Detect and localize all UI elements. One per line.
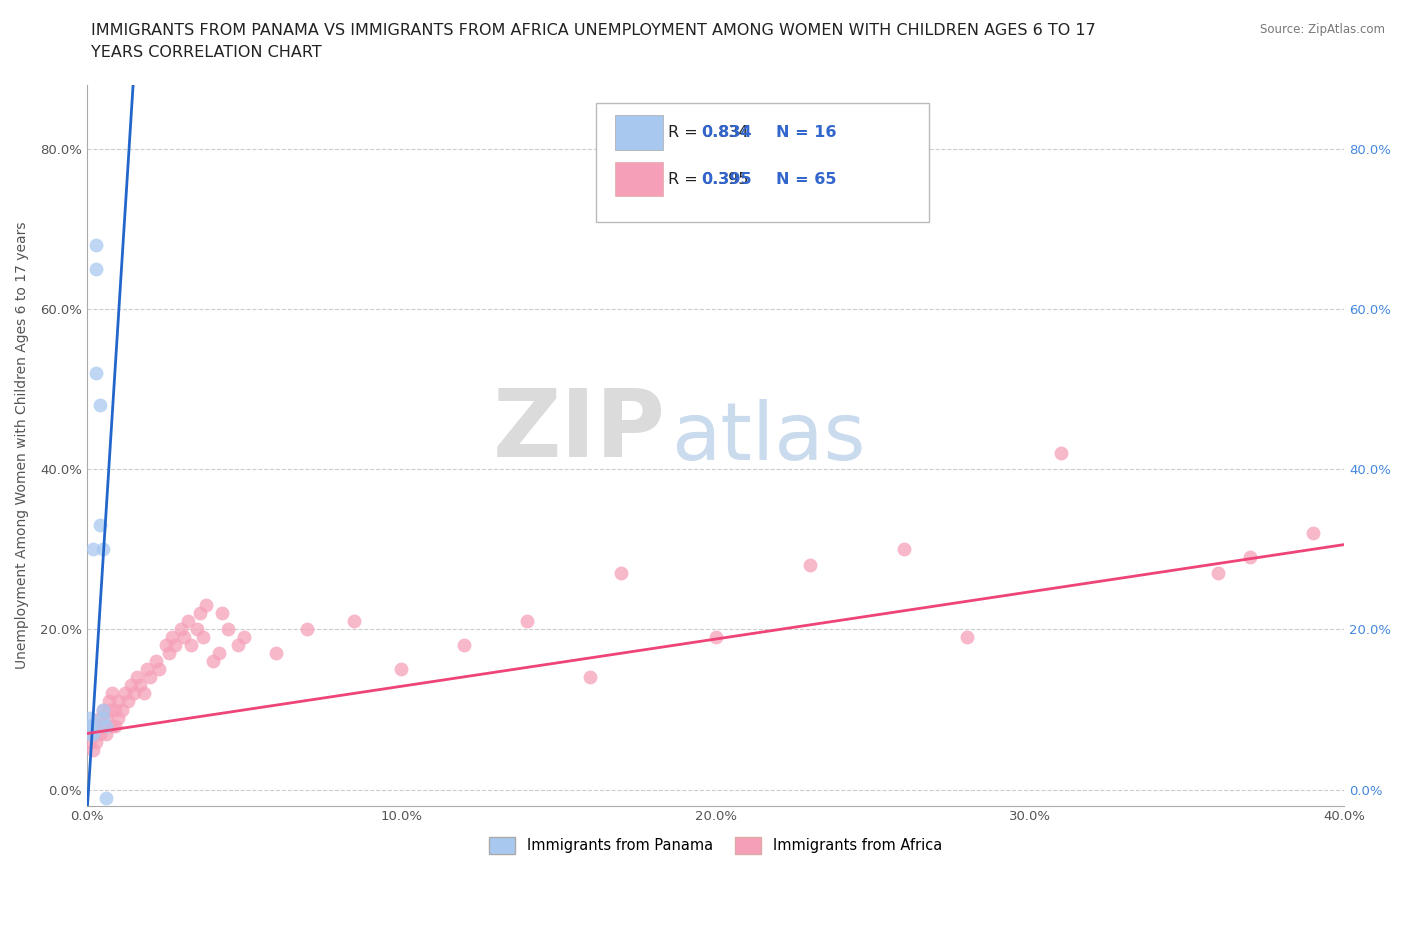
Point: [120, 678, 142, 693]
Text: IMMIGRANTS FROM PANAMA VS IMMIGRANTS FROM AFRICA UNEMPLOYMENT AMONG WOMEN WITH C: IMMIGRANTS FROM PANAMA VS IMMIGRANTS FRO…: [91, 23, 1097, 38]
Point: [82, 726, 104, 741]
Point: [86, 261, 108, 276]
Point: [91, 702, 114, 717]
Text: N = 16: N = 16: [776, 125, 837, 140]
Point: [101, 718, 124, 733]
Point: [94, 718, 117, 733]
Point: [160, 630, 183, 644]
Point: [1302, 525, 1324, 540]
Text: R = 0.834: R = 0.834: [668, 125, 748, 140]
Point: [201, 654, 224, 669]
Point: [86, 237, 108, 252]
Point: [82, 742, 104, 757]
Point: [211, 606, 233, 621]
Point: [91, 718, 114, 733]
Point: [91, 711, 114, 725]
Point: [89, 398, 111, 413]
Point: [217, 622, 239, 637]
Point: [163, 638, 186, 653]
Point: [226, 638, 249, 653]
Point: [86, 365, 108, 380]
Point: [86, 734, 108, 749]
Point: [110, 702, 132, 717]
Point: [176, 614, 198, 629]
Point: [799, 558, 821, 573]
Point: [264, 646, 287, 661]
Point: [170, 622, 193, 637]
Point: [1050, 445, 1073, 460]
Point: [579, 670, 602, 684]
Point: [139, 670, 162, 684]
FancyBboxPatch shape: [596, 103, 929, 221]
Point: [516, 614, 538, 629]
Point: [193, 630, 215, 644]
Point: [94, 711, 117, 725]
Point: [195, 598, 218, 613]
Point: [173, 630, 195, 644]
Point: [188, 606, 211, 621]
Point: [86, 718, 108, 733]
Text: 0.834: 0.834: [702, 125, 752, 140]
Point: [94, 790, 117, 805]
Point: [98, 694, 121, 709]
Point: [104, 702, 127, 717]
Point: [98, 702, 121, 717]
Point: [956, 630, 979, 644]
Point: [114, 686, 136, 701]
Point: [704, 630, 727, 644]
Point: [610, 565, 633, 580]
Text: YEARS CORRELATION CHART: YEARS CORRELATION CHART: [91, 45, 322, 60]
Point: [893, 542, 915, 557]
Point: [148, 662, 170, 677]
Point: [1208, 565, 1230, 580]
Point: [107, 711, 129, 725]
Point: [453, 638, 475, 653]
Point: [208, 646, 231, 661]
Point: [89, 518, 111, 533]
Point: [295, 622, 318, 637]
Point: [1239, 550, 1261, 565]
Text: 0.395: 0.395: [702, 172, 752, 187]
Point: [104, 718, 127, 733]
Legend: Immigrants from Panama, Immigrants from Africa: Immigrants from Panama, Immigrants from …: [484, 831, 948, 859]
Point: [233, 630, 256, 644]
Point: [82, 726, 104, 741]
Point: [343, 614, 366, 629]
Point: [82, 718, 104, 733]
FancyBboxPatch shape: [614, 115, 662, 150]
Point: [94, 726, 117, 741]
Point: [145, 654, 167, 669]
Point: [79, 726, 101, 741]
Point: [129, 678, 152, 693]
Point: [117, 694, 139, 709]
Point: [389, 662, 412, 677]
Point: [79, 734, 101, 749]
Point: [91, 542, 114, 557]
Point: [135, 662, 157, 677]
Point: [91, 702, 114, 717]
Point: [107, 694, 129, 709]
Point: [79, 718, 101, 733]
Point: [89, 711, 111, 725]
Text: N = 65: N = 65: [776, 172, 837, 187]
Point: [79, 711, 101, 725]
Point: [101, 686, 124, 701]
Point: [82, 542, 104, 557]
Point: [186, 622, 208, 637]
Text: Source: ZipAtlas.com: Source: ZipAtlas.com: [1260, 23, 1385, 36]
Point: [180, 638, 202, 653]
Point: [132, 686, 155, 701]
Point: [157, 646, 180, 661]
Point: [122, 686, 145, 701]
Point: [89, 726, 111, 741]
Point: [155, 638, 177, 653]
Point: [127, 670, 149, 684]
Y-axis label: Unemployment Among Women with Children Ages 6 to 17 years: Unemployment Among Women with Children A…: [15, 221, 30, 669]
Text: R = 0.395: R = 0.395: [668, 172, 748, 187]
Text: atlas: atlas: [672, 399, 866, 477]
Text: ZIP: ZIP: [492, 385, 665, 477]
FancyBboxPatch shape: [614, 162, 662, 196]
